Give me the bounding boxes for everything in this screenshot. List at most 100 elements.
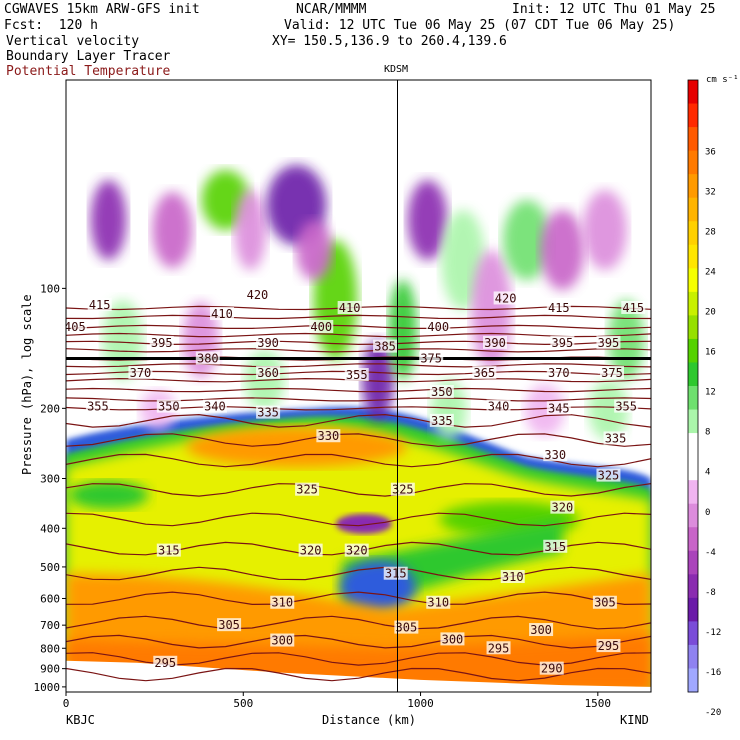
theta-label-31: 335 (257, 406, 279, 420)
theta-label-bg-57 (539, 661, 564, 675)
theta-contour-24 (66, 667, 651, 682)
colorbar-swatch-16 (688, 456, 698, 481)
theta-label-bg-53 (529, 623, 554, 637)
theta-label-bg-36 (596, 468, 621, 482)
theta-contour-22 (66, 634, 651, 649)
y-tick-label-2: 300 (40, 473, 60, 486)
colorbar-swatch-24 (688, 644, 698, 669)
theta-label-bg-56 (596, 639, 621, 653)
theta-label-bg-4 (546, 300, 571, 314)
theta-label-bg-52 (440, 632, 465, 646)
theta-label-bg-31 (256, 405, 281, 419)
theta-label-bg-22 (546, 365, 571, 379)
colorbar-label-9: 0 (705, 508, 710, 518)
strat-patch-20 (524, 384, 565, 436)
theta-label-28: 340 (488, 400, 510, 414)
colorbar-swatch-12 (688, 362, 698, 387)
theta-label-bg-6 (66, 319, 87, 333)
theta-label-21: 365 (474, 366, 496, 380)
colorbar-swatch-18 (688, 503, 698, 528)
theta-label-27: 340 (204, 400, 226, 414)
theta-label-16: 380 (197, 352, 219, 366)
purple-blob-center (335, 513, 392, 534)
theta-label-56: 295 (598, 639, 620, 653)
theta-label-54: 295 (154, 656, 176, 670)
theta-label-bg-46 (270, 595, 295, 609)
colorbar-label-11: -8 (705, 588, 716, 598)
theta-contour-16 (66, 483, 651, 497)
theta-label-bg-7 (210, 307, 234, 321)
theta-label-bg-19 (256, 365, 281, 379)
colorbar-swatch-3 (688, 150, 698, 175)
colorbar-label-0: 36 (705, 148, 716, 158)
theta-label-bg-33 (603, 431, 628, 445)
colorbar-label-1: 32 (705, 188, 716, 198)
theta-label-42: 315 (158, 544, 180, 558)
theta-label-12: 385 (374, 340, 396, 354)
theta-label-34: 330 (318, 429, 340, 443)
x-axis-title: Distance (km) (322, 713, 416, 727)
y-tick-label-3: 400 (40, 522, 60, 535)
colorbar-label-7: 8 (705, 428, 710, 438)
strat-patch-9 (407, 180, 448, 260)
theta-label-52: 300 (442, 632, 464, 646)
field-label-vertical-velocity: Vertical velocity (6, 34, 140, 49)
y-tick-label-6: 700 (40, 619, 60, 632)
theta-label-53: 300 (530, 623, 552, 637)
strat-patch-14 (582, 190, 627, 270)
theta-label-29: 345 (548, 401, 570, 415)
colorbar-swatch-2 (688, 127, 698, 152)
colorbar-label-14: -20 (705, 708, 721, 718)
theta-label-bg-15 (596, 335, 621, 349)
strat-patch-21 (588, 380, 629, 440)
colorbar-swatch-6 (688, 221, 698, 246)
theta-label-bg-37 (295, 482, 320, 496)
x-tick-label-1: 500 (233, 697, 253, 710)
theta-label-43: 315 (544, 540, 566, 554)
theta-contour-17 (66, 512, 651, 527)
valid-time: Valid: 12 UTC Tue 06 May 25 (07 CDT Tue … (284, 18, 676, 33)
colorbar-swatch-15 (688, 433, 698, 458)
theta-contour-1 (66, 314, 651, 320)
theta-label-41: 320 (346, 544, 368, 558)
x-tick-label-2: 1000 (407, 697, 434, 710)
theta-label-48: 305 (594, 596, 616, 610)
colorbar-frame (687, 79, 699, 693)
theta-label-2: 410 (339, 301, 361, 315)
y-tick-label-1: 200 (40, 402, 60, 415)
colorbar-swatch-19 (688, 527, 698, 552)
colorbar-swatch-10 (688, 315, 698, 340)
theta-label-9: 400 (427, 320, 449, 334)
strat-patch-6 (296, 220, 333, 280)
colorbar-swatch-23 (688, 621, 698, 646)
theta-label-19: 360 (257, 366, 279, 380)
chart-axes: 0 500 1000 1500 100 200 300 400 500 600 700 800 900 1… (34, 282, 612, 710)
colorbar-label-6: 12 (705, 388, 716, 398)
theta-label-bg-16 (195, 351, 220, 365)
theta-label-50: 305 (396, 621, 418, 635)
colorbar-swatch-1 (688, 103, 698, 128)
theta-label-24: 350 (431, 385, 453, 399)
theta-label-1: 420 (247, 288, 269, 302)
theta-label-26: 350 (158, 400, 180, 414)
colorbar-swatch-7 (688, 244, 698, 269)
theta-label-bg-44 (383, 566, 408, 580)
strat-patch-1 (152, 192, 193, 268)
colorbar-swatch-9 (688, 291, 698, 316)
theta-label-25: 355 (87, 400, 109, 414)
colorbar-swatch-13 (688, 386, 698, 411)
theta-label-37: 325 (296, 483, 318, 497)
theta-label-10: 395 (151, 336, 173, 350)
theta-label-bg-41 (344, 543, 369, 557)
theta-label-5: 415 (622, 301, 644, 315)
colorbar-label-4: 20 (705, 308, 716, 318)
theta-label-35: 330 (544, 448, 566, 462)
colorbar-label-3: 24 (705, 268, 716, 278)
theta-label-13: 390 (484, 336, 506, 350)
theta-label-3: 420 (495, 291, 517, 305)
theta-label-45: 310 (502, 570, 524, 584)
theta-label-bg-28 (486, 399, 511, 413)
theta-label-36: 325 (598, 469, 620, 483)
theta-contour-20 (66, 591, 651, 606)
theta-label-49: 305 (218, 618, 240, 632)
